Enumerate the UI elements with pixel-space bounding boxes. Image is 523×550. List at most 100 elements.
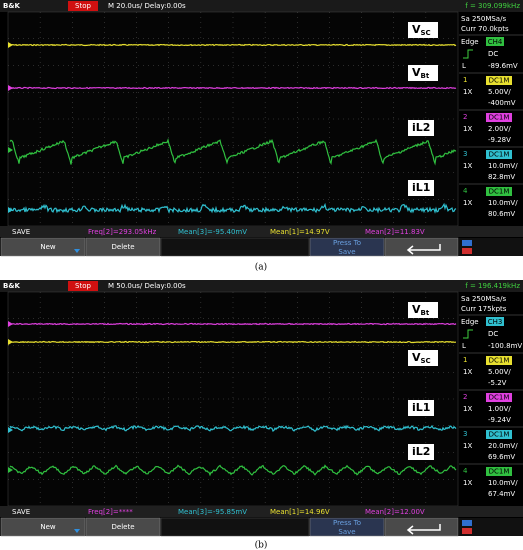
timebase: M 50.0us/ Delay:0.00s [108, 282, 186, 290]
waveform [9, 340, 456, 344]
channel-scale: 10.0mV/ [488, 199, 518, 207]
channel-scale: 1.00V/ [488, 405, 511, 413]
channel-coupling: DC1M [489, 394, 510, 402]
brand: B&K [3, 282, 20, 290]
trigger-mode: Edge [461, 38, 479, 46]
scope-panel: B&K Stop M 50.0us/ Delay:0.00s f = 196.419k… [0, 280, 523, 537]
trace-label: iL1 [412, 181, 430, 194]
trigger-source-box [486, 317, 504, 326]
measurement: Freq[2]=293.05kHz [88, 228, 157, 236]
channel-number: 3 [463, 430, 467, 438]
button-new-label: New [40, 243, 56, 251]
save-title: SAVE [12, 508, 30, 516]
level-marker [8, 207, 13, 213]
channel-coupling: DC1M [489, 357, 510, 365]
channel-scale: 2.00V/ [488, 125, 511, 133]
timebase: M 20.0us/ Delay:0.00s [108, 2, 186, 10]
trace-label-box [408, 350, 438, 366]
measure-bar [0, 506, 523, 517]
button-new-label: New [40, 523, 56, 531]
return-icon [406, 524, 441, 535]
channel-scale: 5.00V/ [488, 88, 511, 96]
frequency: f = 309.099kHz [465, 2, 520, 10]
trace-label-box [408, 65, 438, 81]
measurement: Mean[1]=14.97V [270, 228, 330, 236]
channel-offset: 67.4mV [488, 490, 515, 498]
measure-bar [0, 226, 523, 237]
channel-offset: 80.6mV [488, 210, 515, 218]
trigger-source: CH4 [488, 38, 503, 46]
trigger-mode: Edge [461, 318, 479, 326]
channel-number: 3 [463, 150, 467, 158]
trace-label-sub: SC [421, 29, 431, 37]
button-new[interactable] [0, 517, 86, 537]
trace-label-main: V [412, 303, 421, 316]
measurement: Mean[2]=12.00V [365, 508, 425, 516]
button-delete[interactable] [85, 517, 161, 537]
edge-icon [463, 329, 473, 339]
level-marker [8, 321, 13, 327]
channel-number: 2 [463, 393, 467, 401]
channel-offset: 69.6mV [488, 453, 515, 461]
level-marker [8, 42, 13, 48]
waveform [9, 464, 457, 477]
level-marker [8, 147, 13, 153]
button-new[interactable] [0, 237, 86, 257]
caption: (b) [255, 540, 268, 550]
status: Stop [75, 2, 91, 10]
button-save[interactable] [309, 237, 385, 257]
scope-panel: B&K Stop M 20.0us/ Delay:0.00s f = 309.099k… [0, 0, 523, 257]
coupling-box [486, 467, 512, 476]
trigger-level: -100.8mV [488, 342, 522, 350]
measurement: Mean[3]=-95.40mV [178, 228, 247, 236]
channel-coupling: DC1M [489, 77, 510, 85]
button-delete-label: Delete [112, 523, 135, 531]
button-save[interactable] [309, 517, 385, 537]
channel-offset: -9.24V [488, 416, 511, 424]
probe-factor: 1X [463, 479, 472, 487]
probe-factor: 1X [463, 162, 472, 170]
channel-scale: 20.0mV/ [488, 442, 518, 450]
waveform [9, 137, 457, 166]
net-icon [462, 248, 472, 254]
trigger-coupling: DC [488, 50, 498, 58]
frequency: f = 196.419kHz [465, 282, 520, 290]
sample-rate: Sa 250MSa/s [461, 295, 506, 303]
probe-factor: 1X [463, 125, 472, 133]
trace-label-sub: Bt [421, 72, 430, 80]
level-marker [8, 467, 13, 473]
level-label: L [462, 342, 466, 350]
trace-label-main: iL1 [412, 181, 430, 194]
waveform [9, 424, 457, 432]
status-icons [459, 518, 523, 536]
probe-factor: 1X [463, 368, 472, 376]
probe-factor: 1X [463, 405, 472, 413]
net-icon [462, 528, 472, 534]
level-marker [8, 427, 13, 433]
measurement: Freq[2]=**** [88, 508, 133, 516]
measurement: Mean[1]=14.96V [270, 508, 330, 516]
trace-label-box [408, 180, 434, 196]
return-icon [406, 244, 441, 255]
trace-label-main: iL2 [412, 445, 430, 458]
button-return[interactable] [384, 517, 459, 537]
button-save-label: Save [338, 528, 355, 536]
button-return[interactable] [384, 237, 459, 257]
trace-label: VSC [412, 23, 431, 37]
trace-label-main: iL2 [412, 121, 430, 134]
level-marker [8, 85, 13, 91]
caption: (a) [255, 262, 267, 273]
channel-coupling: DC1M [489, 114, 510, 122]
button-delete[interactable] [85, 237, 161, 257]
status-icons [459, 238, 523, 256]
coupling-box [486, 113, 512, 122]
trace-label: iL1 [412, 401, 430, 414]
channel-offset: -9.28V [488, 136, 511, 144]
coupling-box [486, 150, 512, 159]
trace-label: VSC [412, 351, 431, 365]
trace-label-box [408, 400, 434, 416]
usb-icon [462, 240, 472, 246]
coupling-box [486, 76, 512, 85]
memory-depth: Curr 175kpts [461, 305, 507, 313]
button-blank [160, 517, 310, 537]
